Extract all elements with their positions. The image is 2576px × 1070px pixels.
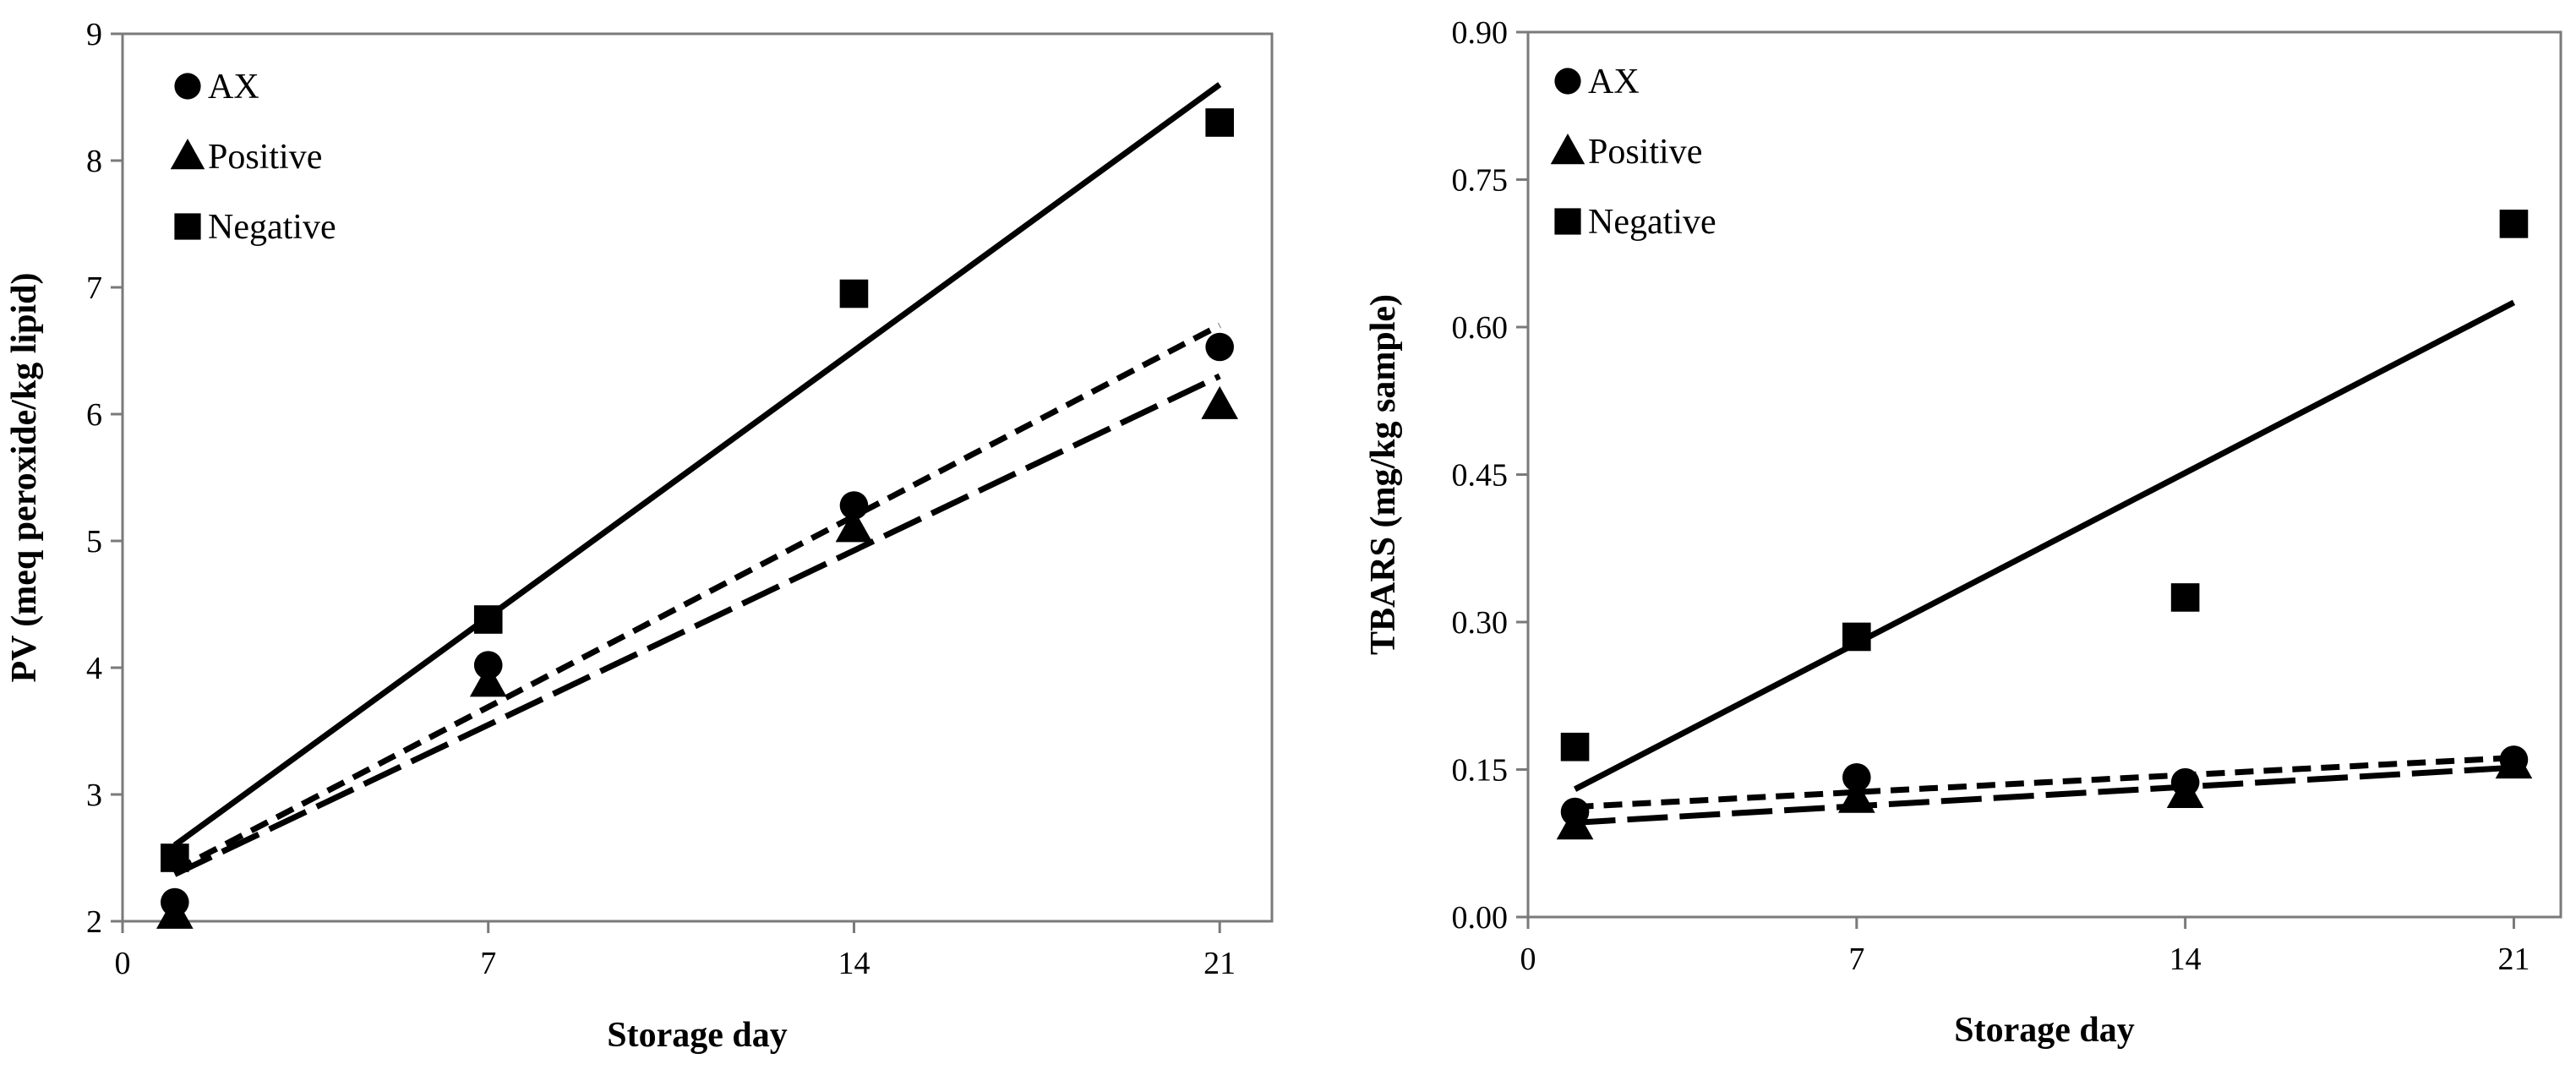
tbars-y-tick-label: 0.90	[1452, 15, 1509, 51]
pv-y-tick-label: 5	[86, 524, 102, 560]
pv-legend-label-negative: Negative	[208, 208, 336, 247]
tbars-y-tick-label: 0.60	[1452, 310, 1509, 346]
pv-point-positive	[1201, 385, 1239, 419]
tbars-x-tick-label: 7	[1848, 942, 1864, 977]
tbars-trendline-positive	[1575, 764, 2514, 826]
tbars-trendline-ax	[1575, 755, 2514, 811]
tbars-y-tick-label: 0.75	[1452, 163, 1509, 199]
pv-y-tick-label: 9	[86, 17, 102, 52]
tbars-legend-label-negative: Negative	[1588, 203, 1716, 242]
tbars-point-negative	[2170, 583, 2200, 612]
pv-trendline-negative	[172, 82, 1222, 848]
pv-point-positive	[835, 509, 873, 543]
pv-legend-marker-negative	[174, 213, 201, 240]
pv-x-tick-label: 14	[838, 946, 870, 981]
pv-point-negative	[473, 605, 503, 634]
tbars-x-axis-title: Storage day	[1954, 1011, 2135, 1050]
tbars-y-tick-label: 0.45	[1452, 458, 1509, 494]
tbars-point-positive	[1556, 806, 1594, 840]
tbars-point-positive	[2495, 745, 2533, 779]
pv-legend-marker-positive	[170, 139, 205, 170]
pv-legend-label-ax: AX	[208, 68, 259, 106]
pv-point-negative	[839, 279, 869, 308]
pv-x-tick-label: 21	[1203, 946, 1236, 981]
pv-y-tick-label: 2	[86, 904, 102, 940]
tbars-point-negative	[1560, 732, 1590, 762]
tbars-legend-marker-negative	[1554, 208, 1581, 235]
pv-trendline-positive	[173, 373, 1221, 877]
tbars-y-tick-label: 0.30	[1452, 605, 1509, 641]
pv-plot-frame	[121, 32, 1274, 923]
tbars-trendline-negative	[1573, 299, 2516, 792]
pv-point-negative	[161, 843, 189, 872]
pv-y-tick-label: 4	[86, 651, 102, 686]
tbars-point-negative	[1842, 622, 1871, 652]
pv-point-ax	[1205, 332, 1234, 362]
pv-x-tick-label: 0	[115, 946, 131, 981]
pv-x-axis-title: Storage day	[607, 1016, 788, 1055]
tbars-x-tick-label: 0	[1520, 942, 1536, 977]
tbars-point-positive	[2166, 775, 2204, 808]
tbars-y-tick-label: 0.15	[1452, 753, 1509, 789]
pv-trendline-ax	[173, 322, 1221, 874]
tbars-legend-marker-ax	[1554, 68, 1581, 95]
pv-point-positive	[156, 895, 194, 929]
tbars-legend-marker-positive	[1550, 134, 1585, 165]
pv-point-negative	[1205, 108, 1234, 137]
pv-y-tick-label: 6	[86, 397, 102, 433]
pv-legend-marker-ax	[174, 73, 201, 100]
pv-x-tick-label: 7	[480, 946, 496, 981]
tbars-point-negative	[2499, 210, 2529, 238]
tbars-legend-label-positive: Positive	[1588, 133, 1702, 172]
tbars-chart: 0.00 0.15 0.30 0.45 0.60 0.75 0.90 0 7 14 21 Storag…	[1364, 15, 2562, 1050]
pv-point-positive	[469, 663, 507, 697]
pv-point-ax	[839, 491, 869, 520]
pv-legend-label-positive: Positive	[208, 138, 322, 177]
pv-y-axis-title: PV (meq peroxide/kg lipid)	[5, 273, 44, 683]
tbars-x-tick-label: 21	[2497, 942, 2530, 977]
pv-y-tick-label: 3	[86, 778, 102, 813]
pv-y-tick-label: 7	[86, 270, 102, 306]
tbars-y-axis-title: TBARS (mg/kg sample)	[1364, 294, 1403, 655]
tbars-legend-label-ax: AX	[1588, 63, 1640, 101]
pv-chart: 2 3 4 5 6 7 8 9 0 7 14 21 Storage day PV (meq peroxid…	[5, 17, 1274, 1055]
tbars-y-tick-label: 0.00	[1452, 900, 1509, 936]
pv-y-tick-label: 8	[86, 144, 102, 179]
tbars-x-tick-label: 14	[2169, 942, 2202, 977]
tbars-point-positive	[1837, 779, 1875, 813]
tbars-point-ax	[1842, 763, 1871, 792]
